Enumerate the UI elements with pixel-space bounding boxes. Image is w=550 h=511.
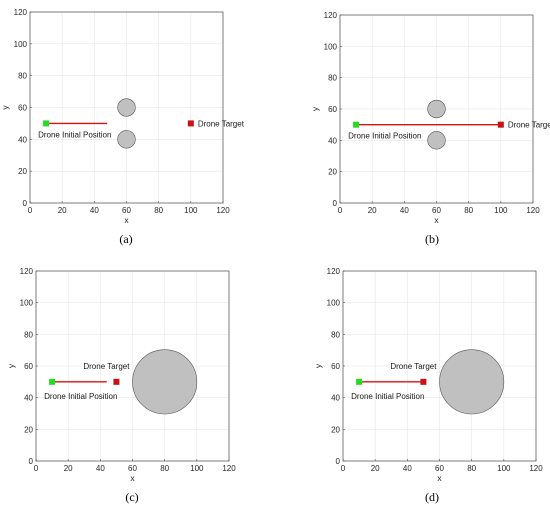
x-tick-label: 40 xyxy=(400,206,409,215)
target-marker xyxy=(420,378,427,385)
x-tick-label: 60 xyxy=(435,464,444,473)
y-tick-label: 40 xyxy=(24,394,33,403)
y-tick-label: 0 xyxy=(23,199,28,208)
y-tick-label: 60 xyxy=(328,105,337,114)
panel-caption: (d) xyxy=(425,490,439,504)
y-tick-label: 120 xyxy=(14,8,28,17)
y-tick-label: 0 xyxy=(336,457,341,466)
start-marker xyxy=(43,120,50,127)
y-tick-label: 120 xyxy=(20,267,34,276)
x-tick-label: 0 xyxy=(338,206,343,215)
x-axis-label: x xyxy=(124,215,129,225)
x-tick-label: 60 xyxy=(128,464,137,473)
y-tick-label: 40 xyxy=(331,394,340,403)
x-tick-label: 80 xyxy=(467,464,476,473)
x-tick-label: 120 xyxy=(529,464,543,473)
obstacle-circle xyxy=(427,99,446,119)
y-tick-label: 100 xyxy=(324,42,338,51)
panel-caption: (b) xyxy=(425,232,439,246)
y-tick-label: 40 xyxy=(328,136,337,145)
y-tick-label: 0 xyxy=(29,457,34,466)
obstacle-circle xyxy=(132,349,198,415)
y-tick-label: 80 xyxy=(18,72,27,81)
start-marker xyxy=(353,121,360,128)
y-tick-label: 100 xyxy=(14,40,28,49)
x-tick-label: 0 xyxy=(34,464,39,473)
y-tick-label: 120 xyxy=(324,11,338,20)
y-tick-label: 60 xyxy=(331,362,340,371)
y-axis-label: y xyxy=(310,106,320,111)
x-axis-label: x xyxy=(437,473,442,483)
y-axis-label: y xyxy=(6,363,16,368)
x-tick-label: 40 xyxy=(96,464,105,473)
start-label: Drone Initial Position xyxy=(44,392,117,401)
x-tick-label: 120 xyxy=(526,206,540,215)
target-label: Drone Target xyxy=(390,362,437,371)
y-tick-label: 100 xyxy=(20,299,34,308)
x-tick-label: 60 xyxy=(432,206,441,215)
y-tick-label: 40 xyxy=(18,135,27,144)
x-tick-label: 20 xyxy=(371,464,380,473)
panel-caption: (a) xyxy=(119,232,132,246)
x-tick-label: 0 xyxy=(341,464,346,473)
x-tick-label: 40 xyxy=(403,464,412,473)
start-marker xyxy=(356,378,363,385)
x-axis-label: x xyxy=(130,473,135,483)
obstacle-circle xyxy=(427,131,446,150)
panel-b: 0 20 40 60 80 100 120 0 20 40 60 80 100 120 x y Drone In… xyxy=(310,11,550,246)
start-label: Drone Initial Position xyxy=(38,130,111,139)
x-tick-label: 20 xyxy=(58,206,67,215)
panel-c: 0 20 40 60 80 100 120 0 20 40 60 80 100 120 x y Drone In… xyxy=(6,267,236,504)
x-axis-label: x xyxy=(434,215,439,225)
x-tick-label: 80 xyxy=(154,206,163,215)
y-tick-label: 80 xyxy=(331,330,340,339)
x-tick-label: 100 xyxy=(184,206,198,215)
panel-caption: (c) xyxy=(125,490,138,504)
target-marker xyxy=(113,378,120,385)
target-label: Drone Target xyxy=(83,362,130,371)
x-tick-label: 80 xyxy=(464,206,473,215)
y-tick-label: 100 xyxy=(327,299,341,308)
x-tick-label: 60 xyxy=(122,206,131,215)
x-tick-label: 120 xyxy=(222,464,236,473)
start-label: Drone Initial Position xyxy=(351,392,424,401)
x-tick-label: 20 xyxy=(368,206,377,215)
x-tick-label: 120 xyxy=(216,206,230,215)
y-tick-label: 60 xyxy=(18,104,27,113)
y-tick-label: 0 xyxy=(333,199,338,208)
y-axis-label: y xyxy=(0,105,10,110)
y-tick-label: 20 xyxy=(328,168,337,177)
y-tick-label: 60 xyxy=(24,362,33,371)
x-tick-label: 100 xyxy=(190,464,204,473)
target-marker xyxy=(497,121,504,128)
x-tick-label: 100 xyxy=(494,206,508,215)
x-tick-label: 0 xyxy=(28,206,33,215)
y-tick-label: 20 xyxy=(18,167,27,176)
target-label: Drone Target xyxy=(198,119,245,128)
obstacle-circle xyxy=(117,130,136,149)
start-label: Drone Initial Position xyxy=(348,132,421,141)
x-tick-label: 40 xyxy=(90,206,99,215)
x-tick-label: 80 xyxy=(160,464,169,473)
panel-d: 0 20 40 60 80 100 120 0 20 40 60 80 100 120 x y Drone In… xyxy=(313,267,543,504)
y-tick-label: 20 xyxy=(331,425,340,434)
target-marker xyxy=(187,120,194,127)
obstacle-circle xyxy=(439,349,505,415)
y-axis-label: y xyxy=(313,363,323,368)
x-tick-label: 20 xyxy=(64,464,73,473)
target-label: Drone Target xyxy=(508,121,550,130)
panel-a: 0 20 40 60 80 100 120 0 20 40 60 80 100 120 x y Drone In… xyxy=(0,8,245,246)
obstacle-circle xyxy=(117,98,136,117)
start-marker xyxy=(49,378,56,385)
y-tick-label: 80 xyxy=(24,330,33,339)
y-tick-label: 80 xyxy=(328,74,337,83)
y-tick-label: 120 xyxy=(327,267,341,276)
y-tick-label: 20 xyxy=(24,425,33,434)
x-tick-label: 100 xyxy=(497,464,511,473)
